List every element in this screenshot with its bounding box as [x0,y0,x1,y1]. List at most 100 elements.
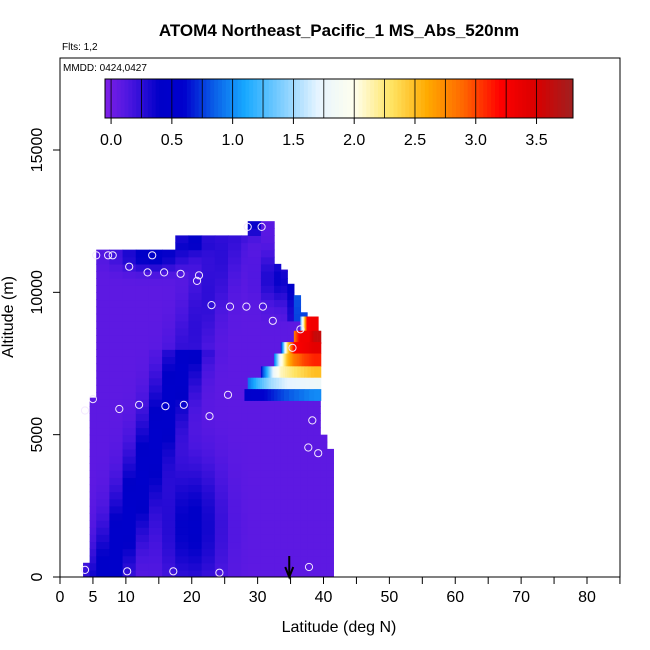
curtain-cell [313,427,321,436]
flight-point [104,251,113,260]
curtain-cell [175,242,190,251]
plume-cell [319,389,322,401]
curtain-cell [293,295,302,301]
curtain-cell [280,270,288,279]
curtain-cell [307,498,315,507]
curtain-cell [260,491,275,500]
curtain-cell [148,320,163,329]
curtain-cell [109,520,124,528]
curtain-cell [274,313,282,322]
curtain-cell [293,406,302,414]
curtain-cell [260,505,275,514]
curtain-cell [227,470,242,478]
flight-point [205,412,214,421]
colorbar-segment [288,79,293,118]
plume-cell [289,342,291,354]
colorbar-segment [120,79,125,118]
plume-cell [281,377,285,390]
plume-cell [293,342,296,354]
curtain-cell [260,285,275,293]
curtain-cell [260,555,275,564]
curtain-cell [96,342,110,350]
curtain-cell [247,242,262,251]
flight-point [135,400,144,409]
curtain-cell [201,384,216,393]
flight-point [225,302,235,311]
plume-cell [315,377,317,390]
colorbar-segment [183,79,188,118]
curtain-cell [214,427,229,436]
colorbar-segment [202,79,207,118]
plume-cell [274,366,276,379]
curtain-cell [313,463,321,471]
curtain-cell [260,320,275,329]
x-axis: 0 5 10 20 30 40 50 60 70 80 [56,577,621,606]
curtain-cell [201,377,216,386]
plume-cell [300,366,305,379]
curtain-cell [96,520,110,528]
curtain-cell [241,356,249,365]
curtain-cell [280,548,288,557]
curtain-cell [280,491,288,500]
curtain-cell [148,456,163,464]
curtain-cell [287,285,295,293]
curtain-cell [122,384,137,393]
plume-cell [296,377,302,390]
plume-cell [314,330,316,344]
curtain-cell [188,356,203,365]
curtain-cell [241,384,249,393]
curtain-cell [214,370,229,379]
curtain-cell [96,555,110,564]
curtain-cell [122,320,137,329]
curtain-cell [122,327,137,336]
plume-cell [305,342,308,354]
curtain-cell [274,541,282,550]
curtain-cell [247,320,262,329]
colorbar-segment [179,79,184,118]
plume-cell [252,377,255,390]
curtain-cell [241,427,249,436]
curtain-cell [260,327,275,336]
curtain-cell [148,292,163,301]
curtain-cell [96,484,110,493]
curtain-cell [274,548,282,557]
y-tick-label: 15000 [29,128,46,173]
curtain-cell [201,541,216,550]
curtain-cell [201,235,216,244]
curtain-cell [274,434,282,443]
plume-cell [305,353,308,367]
curtain-cell [293,505,302,514]
curtain-cell [287,427,295,436]
colorbar-segment [487,79,492,118]
curtain-cell [175,249,190,258]
plume-cell [306,330,308,344]
plume-cell [273,377,277,390]
plume-cell [310,330,313,344]
curtain-cell [135,327,150,336]
curtain-cell [280,406,288,414]
plume-cell [307,316,309,332]
colorbar-segment [448,79,453,118]
curtain-cell [188,399,203,407]
curtain-cell [135,292,150,301]
curtain-cell [287,548,295,557]
plume-cell [268,366,271,379]
curtain-cell [201,441,216,450]
colorbar-segment [428,79,434,118]
curtain-cell [89,470,97,478]
curtain-cell [293,555,302,564]
curtain-cell [241,534,249,543]
plume-cell [264,377,267,390]
plume-cell [301,330,304,344]
plot-frame [59,57,621,578]
curtain-cell [260,221,275,229]
curtain-cell [122,292,137,301]
colorbar-segment [112,79,118,118]
curtain-cell [89,463,97,471]
curtain-cell [227,342,242,350]
curtain-cell [135,356,150,365]
curtain-cell [109,463,124,471]
curtain-cell [274,270,282,279]
curtain-cell [241,470,249,478]
colorbar-segment [214,79,219,118]
